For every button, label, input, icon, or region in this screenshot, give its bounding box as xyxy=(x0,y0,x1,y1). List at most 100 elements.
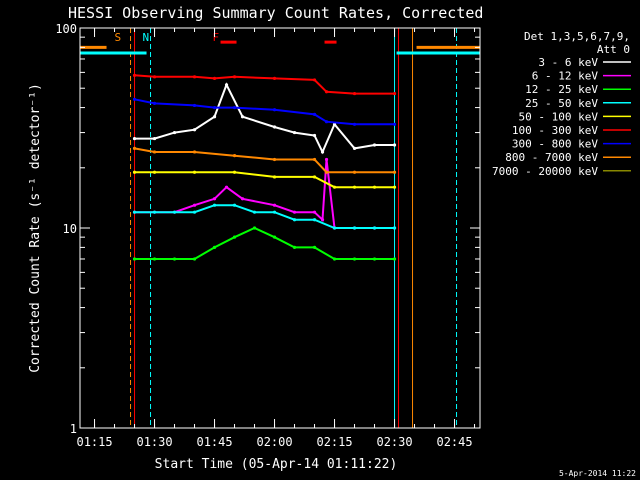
series-6-point-3 xyxy=(192,75,197,79)
series-line-3 xyxy=(134,226,395,260)
series-6-point-5 xyxy=(232,75,237,79)
series-5-point-5 xyxy=(272,175,277,179)
series-4-point-14 xyxy=(392,226,397,230)
series-8-point-8 xyxy=(352,170,357,174)
series-4-point-4 xyxy=(192,210,197,214)
series-3-point-7 xyxy=(252,226,257,230)
x-tick-label: 02:15 xyxy=(316,435,352,449)
series-8-point-4 xyxy=(232,154,237,158)
legend-header-line-2: Att 0 xyxy=(597,43,630,56)
series-line-6 xyxy=(134,74,395,95)
series-1-point-2 xyxy=(152,136,157,141)
legend-entry-label-2: 6 - 12 keV xyxy=(532,70,599,83)
series-6-point-8 xyxy=(324,90,329,94)
series-3-point-1 xyxy=(132,257,137,261)
chart-title: HESSI Observing Summary Count Rates, Cor… xyxy=(68,4,483,22)
x-axis-label: Start Time (05-Apr-14 01:11:22) xyxy=(155,457,398,472)
series-3-point-6 xyxy=(232,235,237,239)
x-tick-label: 01:30 xyxy=(136,435,172,449)
legend-entry-label-8: 800 - 7000 keV xyxy=(505,151,598,164)
series-3-point-12 xyxy=(352,257,357,261)
series-6-point-7 xyxy=(312,78,317,82)
legend-entry-label-7: 300 - 800 keV xyxy=(512,138,598,151)
series-5-point-8 xyxy=(352,185,357,189)
x-tick-label: 02:30 xyxy=(376,435,412,449)
flag-annotation-f: F xyxy=(213,31,220,44)
series-3-point-11 xyxy=(332,257,337,261)
x-tick-label: 01:45 xyxy=(196,435,232,449)
series-1-point-7 xyxy=(240,115,245,119)
x-tick-label: 01:15 xyxy=(76,435,112,449)
series-3-point-2 xyxy=(152,257,157,261)
series-line-4 xyxy=(134,204,395,229)
y-tick-label: 100 xyxy=(55,22,77,36)
series-7-point-9 xyxy=(352,122,357,126)
x-tick-label: 02:45 xyxy=(436,435,472,449)
series-4-point-8 xyxy=(272,210,277,214)
series-1-point-15 xyxy=(392,143,397,147)
series-1-point-11 xyxy=(320,150,325,154)
series-5-point-7 xyxy=(332,185,337,189)
series-7-point-10 xyxy=(392,122,397,126)
series-1-point-1 xyxy=(132,136,137,141)
series-5-point-2 xyxy=(152,170,157,174)
legend-entry-label-6: 100 - 300 keV xyxy=(512,124,598,137)
series-2-point-8 xyxy=(272,203,277,207)
series-7-point-1 xyxy=(132,97,137,101)
series-1-point-5 xyxy=(212,115,217,119)
series-6-point-4 xyxy=(212,76,217,80)
series-6-point-10 xyxy=(392,91,397,96)
series-7-point-3 xyxy=(192,103,197,108)
series-1-point-4 xyxy=(192,128,197,132)
flag-annotation-s: S xyxy=(115,31,122,44)
series-5-point-10 xyxy=(392,185,397,189)
series-8-point-3 xyxy=(192,150,197,154)
series-4-point-12 xyxy=(352,226,357,230)
series-8-point-1 xyxy=(132,146,137,151)
series-4-point-7 xyxy=(252,210,257,214)
series-1-point-13 xyxy=(352,146,357,151)
series-1-point-8 xyxy=(272,125,277,129)
series-5-point-3 xyxy=(192,170,197,174)
series-7-point-5 xyxy=(232,105,237,110)
series-2-point-10 xyxy=(312,210,317,214)
legend-entry-label-4: 25 - 50 keV xyxy=(525,97,598,110)
series-2-point-9 xyxy=(292,210,297,214)
series-1-point-6 xyxy=(224,83,229,87)
series-6-point-9 xyxy=(352,91,357,96)
flag-annotation-n: N xyxy=(143,31,150,44)
series-3-point-9 xyxy=(292,245,297,249)
series-4-point-9 xyxy=(292,218,297,222)
series-2-point-12 xyxy=(324,157,329,162)
series-5-point-1 xyxy=(132,170,137,174)
series-7-point-2 xyxy=(152,101,157,105)
series-4-point-1 xyxy=(132,210,137,214)
series-3-point-5 xyxy=(212,245,217,249)
series-5-point-9 xyxy=(372,185,377,189)
series-5-point-6 xyxy=(312,175,317,179)
series-6-point-2 xyxy=(152,75,157,79)
series-6-point-1 xyxy=(132,73,137,77)
series-3-point-10 xyxy=(312,245,317,249)
series-7-point-8 xyxy=(324,120,329,124)
legend-entry-label-9: 7000 - 20000 keV xyxy=(492,165,598,178)
y-axis-label: Corrected Count Rate (s⁻¹ detector⁻¹) xyxy=(28,83,43,373)
axes-layer: 1 10 100 01:15 01:30 01:45 02:00 02:15 02:30 02:4… xyxy=(55,22,481,449)
series-8-point-6 xyxy=(312,157,317,162)
series-2-point-7 xyxy=(240,197,245,201)
series-7-point-4 xyxy=(212,105,217,110)
series-4-point-10 xyxy=(312,218,317,222)
series-6-point-6 xyxy=(272,76,277,80)
series-4-point-3 xyxy=(172,210,177,214)
legend-header-line-1: Det 1,3,5,6,7,9, xyxy=(524,30,630,43)
series-1-point-14 xyxy=(372,143,377,147)
series-4-point-6 xyxy=(232,203,237,207)
series-3-point-4 xyxy=(192,257,197,261)
series-5-point-4 xyxy=(232,170,237,174)
series-4-point-5 xyxy=(212,203,217,207)
series-2-point-4 xyxy=(192,203,197,207)
